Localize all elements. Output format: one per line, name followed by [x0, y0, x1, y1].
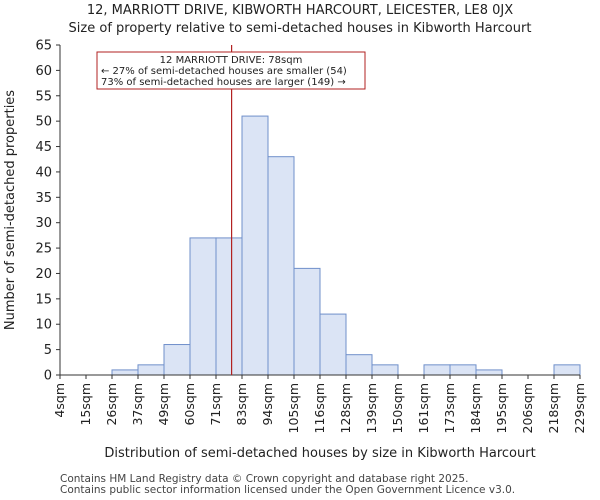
y-tick-label: 10 [35, 318, 52, 333]
x-tick-label: 60sqm [182, 383, 197, 426]
y-axis: 0 5 10 15 20 25 30 35 40 45 50 55 60 65 [35, 39, 61, 384]
x-tick-label: 116sqm [312, 383, 327, 433]
annotation-line-2: ← 27% of semi-detached houses are smalle… [101, 66, 347, 77]
bar-105sqm [293, 267, 321, 376]
bar-173sqm [449, 364, 477, 376]
annotation-border [96, 51, 366, 90]
footer-licence: Contains public sector information licen… [60, 484, 516, 496]
bar-218sqm [553, 364, 581, 376]
x-tick-label: 184sqm [468, 383, 483, 433]
x-tick-label: 150sqm [390, 383, 405, 433]
y-tick-label: 50 [35, 115, 52, 130]
bars-group [111, 115, 581, 376]
y-tick-label: 0 [44, 369, 52, 384]
bar-26sqm [111, 369, 139, 376]
bar-71sqm [215, 237, 243, 376]
x-axis-label: Distribution of semi-detached houses by … [104, 446, 535, 461]
x-tick-label: 206sqm [520, 383, 535, 433]
x-tick-label: 94sqm [260, 383, 275, 426]
x-tick-label: 49sqm [156, 383, 171, 426]
y-tick-label: 15 [35, 292, 52, 307]
bar-37sqm [137, 364, 165, 376]
x-tick-label: 15sqm [78, 383, 93, 426]
y-tick-label: 5 [44, 343, 52, 358]
bar-83sqm [241, 115, 269, 376]
bar-139sqm [371, 364, 399, 376]
annotation-line-1: 12 MARRIOTT DRIVE: 78sqm [160, 55, 303, 66]
bar-184sqm [475, 369, 503, 376]
x-tick-label: 4sqm [52, 383, 67, 418]
y-tick-label: 40 [35, 165, 52, 180]
y-tick-label: 30 [35, 216, 52, 231]
x-tick-label: 128sqm [338, 383, 353, 433]
y-tick-label: 20 [35, 267, 52, 282]
x-tick-label: 26sqm [104, 383, 119, 426]
footer-copyright: Contains HM Land Registry data © Crown c… [60, 473, 469, 485]
x-tick-label: 105sqm [286, 383, 301, 433]
y-tick-label: 25 [35, 242, 52, 257]
bar-116sqm [319, 313, 347, 376]
x-axis: 4sqm 15sqm 26sqm 37sqm 49sqm 60sqm 71sqm 83sqm 9… [52, 374, 587, 433]
y-axis-label: Number of semi-detached properties [3, 90, 18, 330]
y-tick-label: 60 [35, 64, 52, 79]
annotation-box: 12 MARRIOTT DRIVE: 78sqm← 27% of semi-de… [96, 51, 366, 90]
x-tick-label: 37sqm [130, 383, 145, 426]
bar-161sqm [423, 364, 451, 376]
y-tick-label: 65 [35, 39, 52, 54]
x-tick-label: 229sqm [572, 383, 587, 433]
y-tick-label: 45 [35, 140, 52, 155]
x-tick-label: 195sqm [494, 383, 509, 433]
y-tick-label: 55 [35, 89, 52, 104]
x-tick-label: 71sqm [208, 383, 223, 426]
x-tick-label: 83sqm [234, 383, 249, 426]
bar-94sqm [267, 156, 295, 376]
x-tick-label: 139sqm [364, 383, 379, 433]
bar-128sqm [345, 354, 373, 376]
chart-title: 12, MARRIOTT DRIVE, KIBWORTH HARCOURT, L… [86, 3, 514, 18]
annotation-line-3: 73% of semi-detached houses are larger (… [101, 77, 346, 88]
x-tick-label: 173sqm [442, 383, 457, 433]
x-tick-label: 218sqm [546, 383, 561, 433]
bar-60sqm [189, 237, 217, 376]
bar-49sqm [163, 344, 191, 376]
y-tick-label: 35 [35, 191, 52, 206]
chart-subtitle: Size of property relative to semi-detach… [68, 21, 532, 36]
x-tick-label: 161sqm [416, 383, 431, 433]
